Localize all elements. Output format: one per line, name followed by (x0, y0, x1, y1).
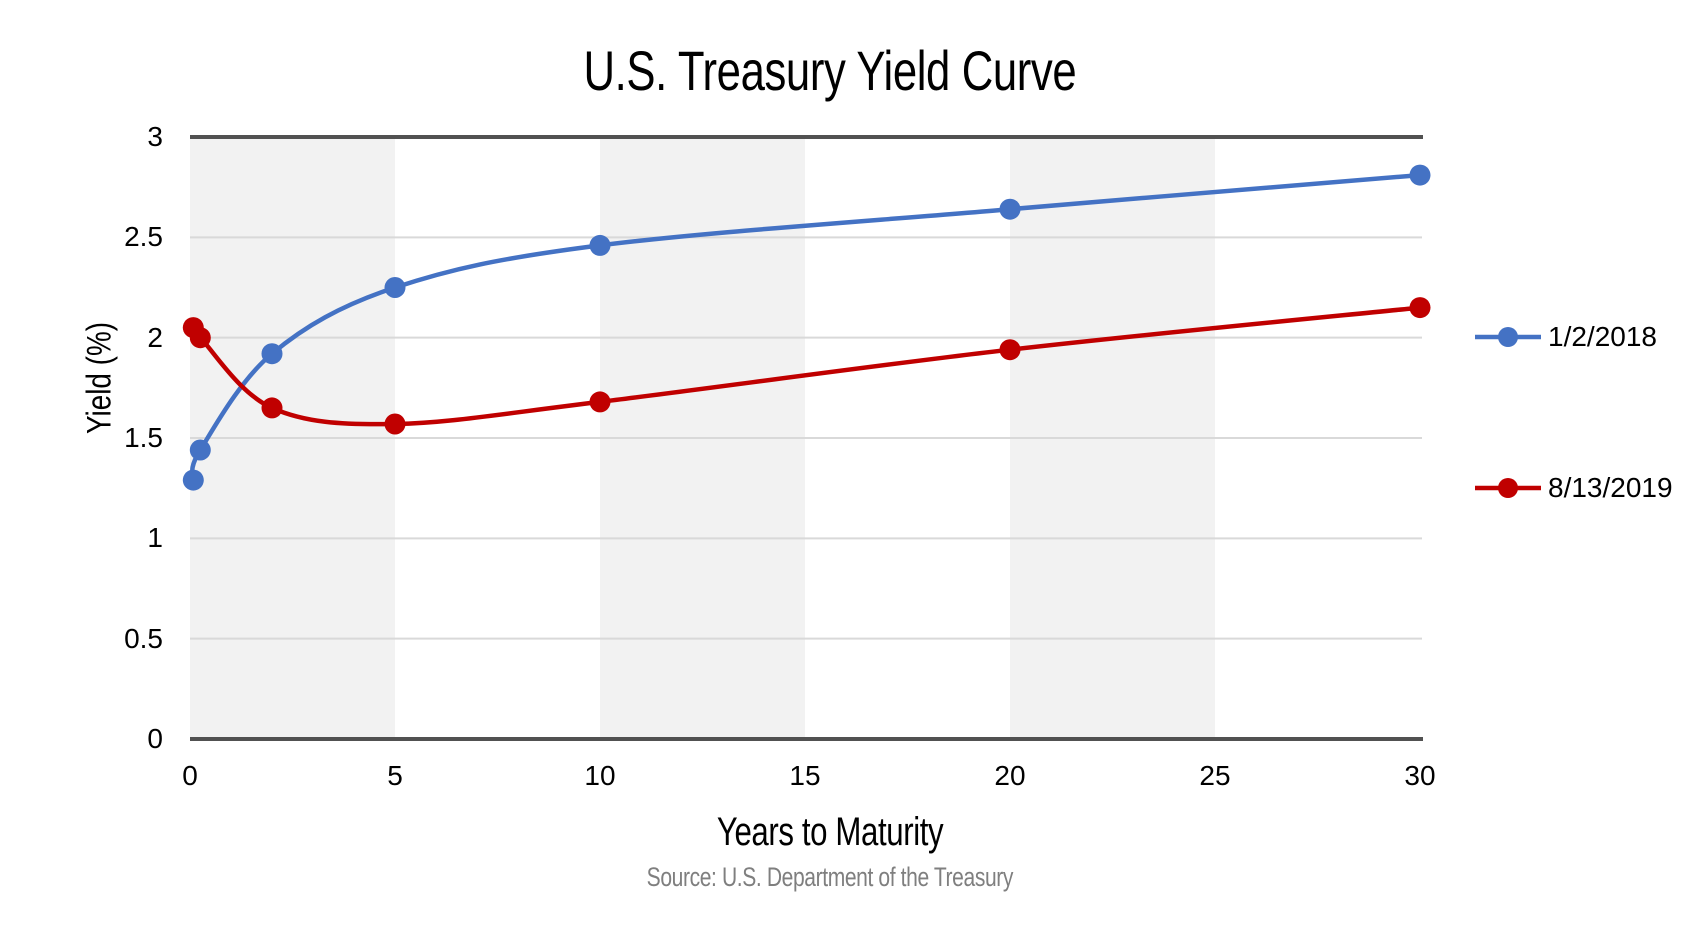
series-line (190, 305, 1423, 427)
x-tick-label: 20 (994, 760, 1026, 791)
data-point (589, 234, 611, 256)
y-tick-label: 0 (147, 723, 163, 754)
legend-label: 1/2/2018 (1548, 321, 1657, 352)
legend-item-2018[interactable]: 1/2/2018 (1473, 317, 1657, 357)
data-point (999, 339, 1021, 361)
data-point (589, 391, 611, 413)
data-point (1409, 297, 1431, 319)
x-axis-title: Years to Maturity (716, 810, 944, 854)
x-tick-label: 0 (182, 760, 198, 791)
legend-item-2019[interactable]: 8/13/2019 (1473, 468, 1673, 508)
series-line (190, 172, 1423, 483)
y-tick-label: 1.5 (124, 422, 163, 453)
data-point (189, 327, 211, 349)
axis-border-lines (190, 135, 1423, 741)
data-point (384, 413, 406, 435)
data-point (999, 198, 1021, 220)
x-tick-label: 25 (1199, 760, 1231, 791)
data-point (261, 397, 283, 419)
x-tick-label: 15 (789, 760, 821, 791)
data-point (1409, 164, 1431, 186)
y-tick-label: 1 (147, 522, 163, 554)
y-tick-label: 2.5 (124, 221, 163, 253)
data-point (189, 439, 211, 461)
x-tick-label: 10 (584, 760, 616, 791)
source-note: Source: U.S. Department of the Treasury (646, 862, 1014, 892)
y-tick-label: 3 (147, 121, 163, 152)
legend-label: 8/13/2019 (1548, 472, 1673, 503)
y-tick-label: 2 (147, 321, 163, 353)
series-0 (182, 164, 1431, 491)
series-1 (182, 297, 1431, 435)
legend-marker-line-dot (1475, 327, 1541, 347)
chart-title: U.S. Treasury Yield Curve (583, 39, 1077, 102)
x-tick-label: 30 (1404, 760, 1436, 791)
series-lines (182, 164, 1431, 491)
legend-marker-line-dot (1475, 478, 1541, 498)
y-tick-label: 0.5 (124, 622, 163, 654)
gridlines (190, 236, 1422, 640)
data-point (182, 469, 204, 491)
x-tick-label: 5 (387, 760, 403, 791)
data-point (261, 343, 283, 365)
data-point (384, 277, 406, 298)
